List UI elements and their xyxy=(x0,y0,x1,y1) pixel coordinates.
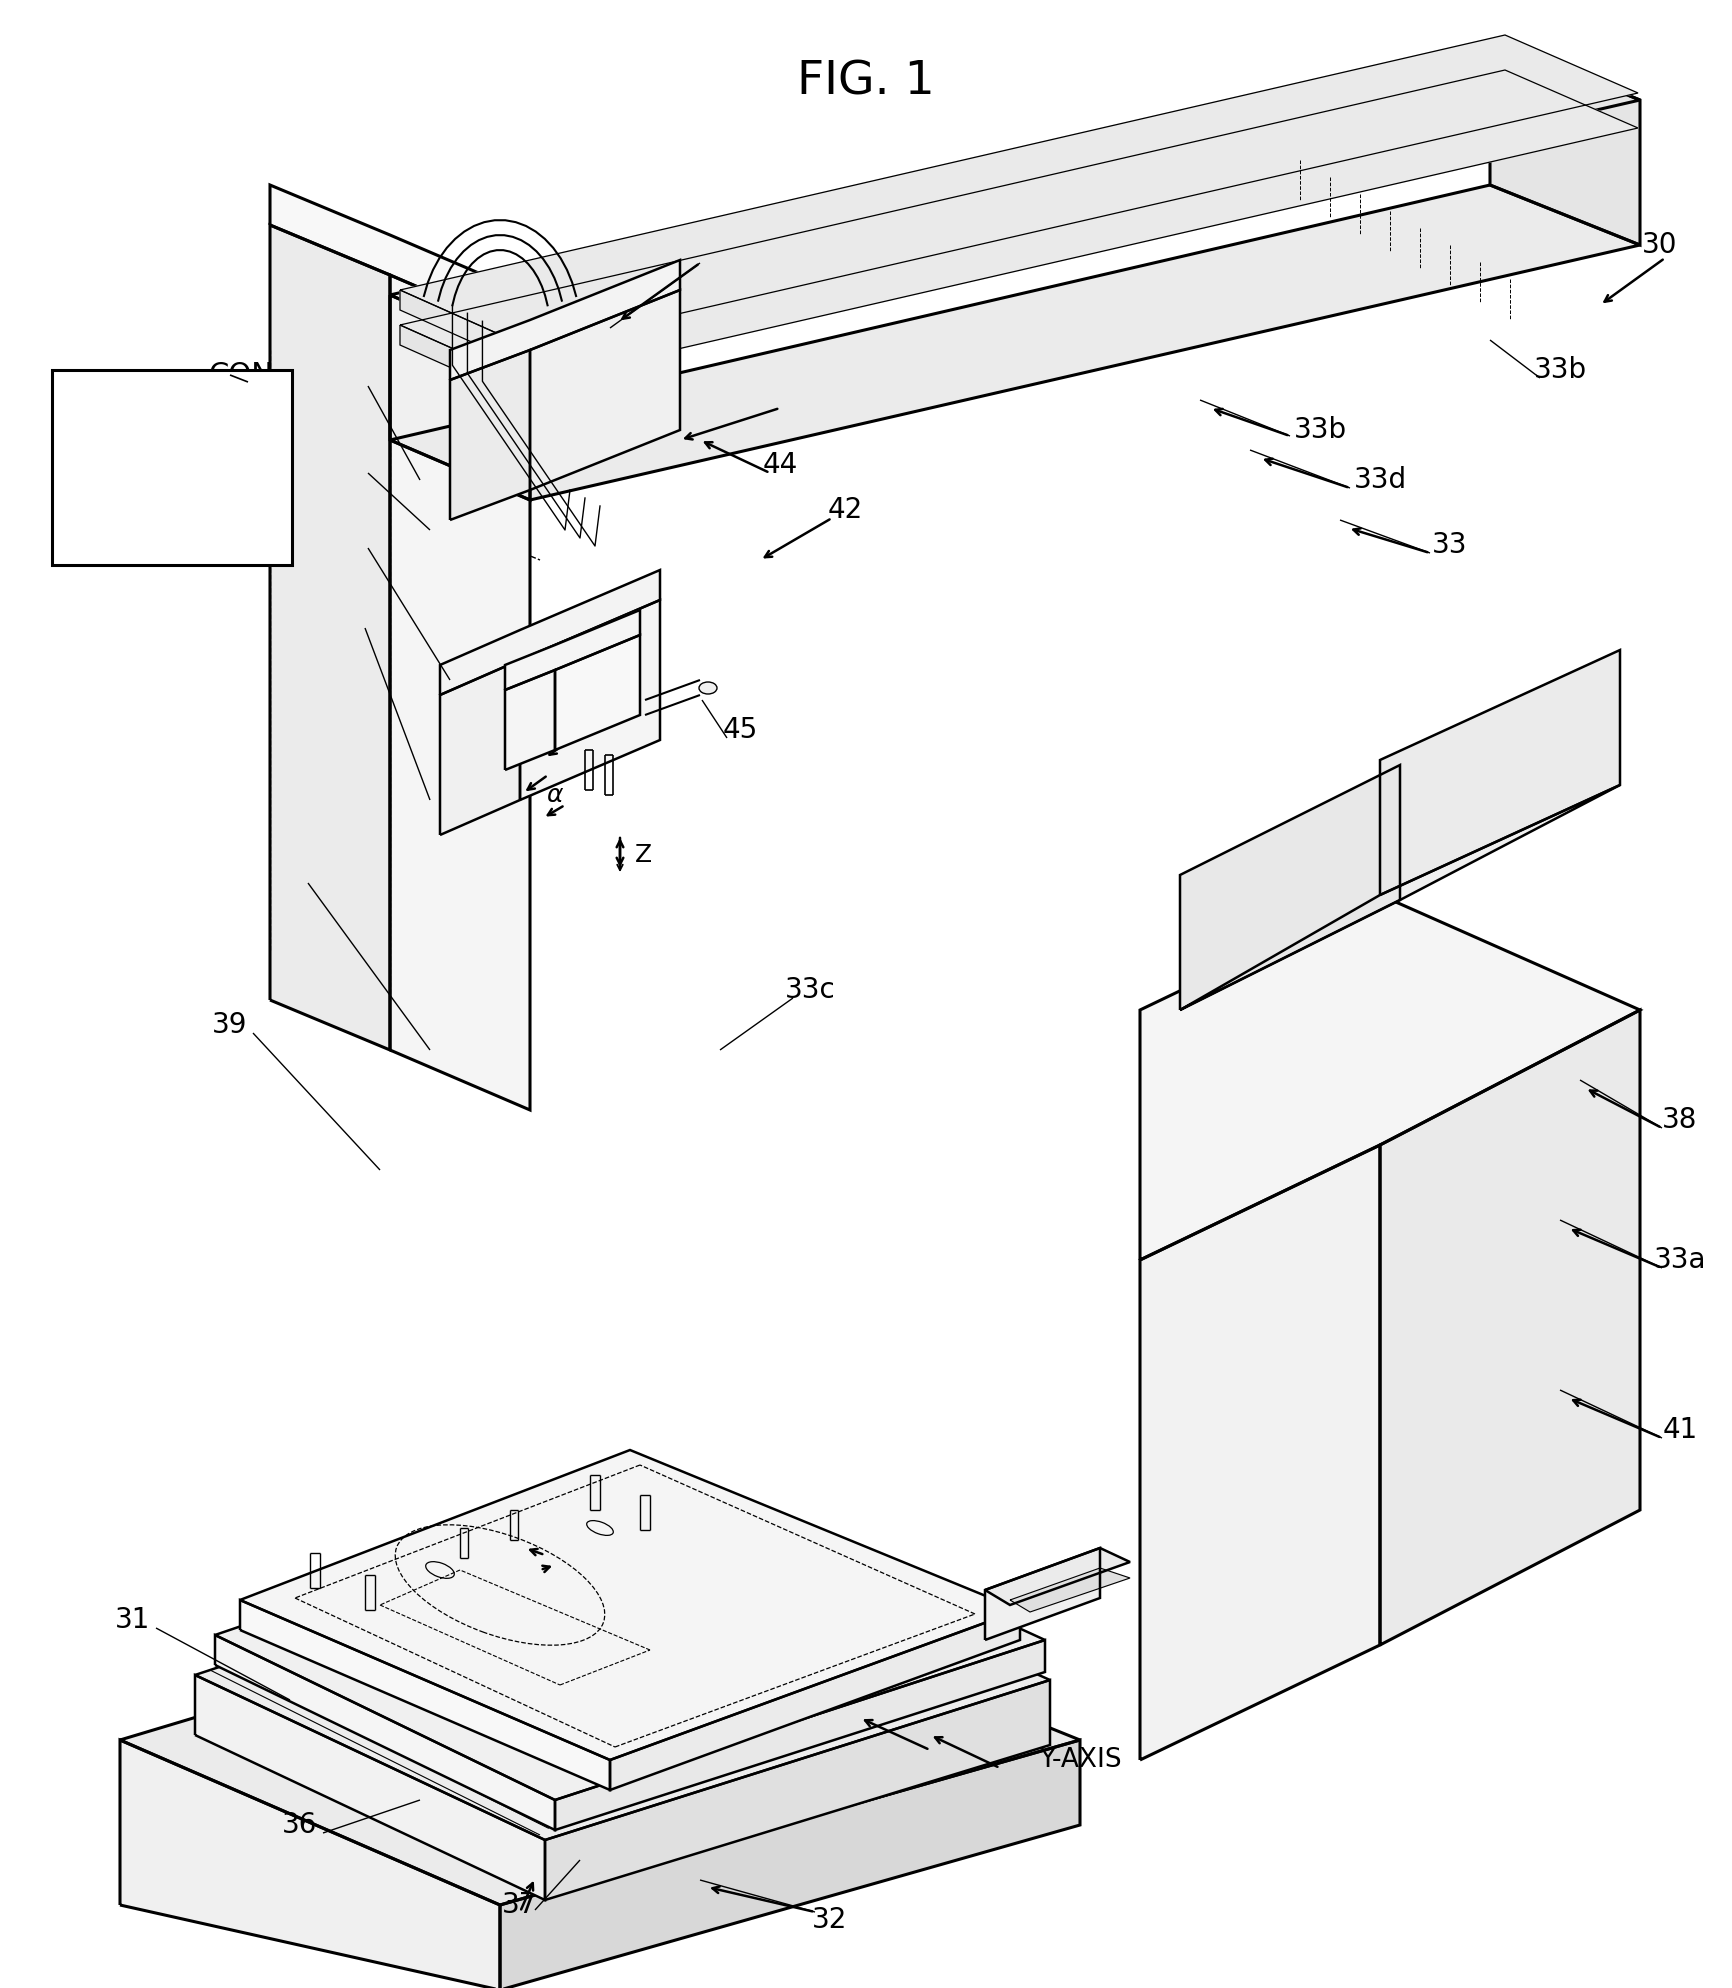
Text: FIG. 1: FIG. 1 xyxy=(797,60,934,105)
Polygon shape xyxy=(1379,650,1619,895)
Polygon shape xyxy=(400,36,1637,348)
Text: 41: 41 xyxy=(1661,1415,1697,1443)
Polygon shape xyxy=(440,571,660,696)
Text: 33c: 33c xyxy=(785,976,835,1004)
Text: 45: 45 xyxy=(722,716,757,744)
Polygon shape xyxy=(390,185,1638,501)
Text: 32: 32 xyxy=(812,1906,847,1934)
Polygon shape xyxy=(450,350,530,521)
Text: 33b: 33b xyxy=(1533,356,1587,384)
Polygon shape xyxy=(504,670,554,769)
Polygon shape xyxy=(440,660,520,835)
Polygon shape xyxy=(1140,1145,1379,1759)
Polygon shape xyxy=(120,1574,1079,1905)
Text: 36: 36 xyxy=(282,1811,317,1839)
Polygon shape xyxy=(610,1610,1020,1789)
Polygon shape xyxy=(520,600,660,799)
Polygon shape xyxy=(390,294,530,501)
Polygon shape xyxy=(554,1640,1044,1831)
Text: 33a: 33a xyxy=(1652,1246,1706,1274)
Text: 46: 46 xyxy=(338,451,372,479)
Polygon shape xyxy=(120,1740,501,1988)
Polygon shape xyxy=(239,1600,610,1789)
Text: 34: 34 xyxy=(338,527,372,555)
Polygon shape xyxy=(400,324,530,404)
Polygon shape xyxy=(270,185,530,336)
Polygon shape xyxy=(450,260,679,380)
Polygon shape xyxy=(1010,1569,1129,1612)
Text: 43  X-AXIS: 43 X-AXIS xyxy=(672,382,807,408)
Polygon shape xyxy=(215,1634,554,1831)
Text: 37: 37 xyxy=(502,1891,537,1918)
Polygon shape xyxy=(984,1549,1100,1640)
Text: 33d: 33d xyxy=(1353,465,1406,493)
Text: 30: 30 xyxy=(1642,231,1677,258)
Polygon shape xyxy=(390,274,530,1109)
Polygon shape xyxy=(544,1680,1050,1901)
Text: $\theta$: $\theta$ xyxy=(575,1533,594,1559)
Polygon shape xyxy=(270,225,390,1050)
Text: 33: 33 xyxy=(1431,531,1467,559)
Text: DEVICE: DEVICE xyxy=(109,493,234,523)
Text: Y-AXIS: Y-AXIS xyxy=(1037,1747,1121,1773)
Text: CONTROL: CONTROL xyxy=(90,453,253,481)
Polygon shape xyxy=(239,1449,1020,1759)
Text: 33a: 33a xyxy=(294,606,346,634)
Polygon shape xyxy=(400,70,1637,384)
Text: 38: 38 xyxy=(1661,1105,1697,1133)
Polygon shape xyxy=(400,290,530,368)
Text: S: S xyxy=(286,861,303,889)
Text: 44: 44 xyxy=(762,451,797,479)
Text: $\gamma$: $\gamma$ xyxy=(553,716,570,740)
Text: 24: 24 xyxy=(682,241,717,268)
Text: 33b: 33b xyxy=(1292,415,1346,443)
Polygon shape xyxy=(501,1740,1079,1988)
Polygon shape xyxy=(390,40,1638,356)
Ellipse shape xyxy=(698,682,717,694)
Text: 42: 42 xyxy=(826,495,863,525)
Polygon shape xyxy=(1490,40,1638,245)
Text: $\alpha$: $\alpha$ xyxy=(546,783,563,807)
Polygon shape xyxy=(215,1475,1044,1799)
Text: 31: 31 xyxy=(116,1606,151,1634)
Text: Z: Z xyxy=(634,843,651,867)
Polygon shape xyxy=(530,290,679,489)
Polygon shape xyxy=(554,634,639,749)
Text: 35: 35 xyxy=(338,364,372,392)
Text: CONT: CONT xyxy=(208,362,291,390)
Polygon shape xyxy=(1179,785,1619,1010)
Polygon shape xyxy=(984,1549,1129,1604)
Bar xyxy=(52,370,291,565)
Polygon shape xyxy=(1379,1010,1638,1644)
Polygon shape xyxy=(1179,765,1399,1010)
Polygon shape xyxy=(196,1676,544,1901)
Text: $\beta$: $\beta$ xyxy=(527,747,544,775)
Polygon shape xyxy=(504,610,639,690)
Text: 39: 39 xyxy=(211,1012,248,1040)
Polygon shape xyxy=(1140,895,1638,1260)
Polygon shape xyxy=(196,1515,1050,1841)
